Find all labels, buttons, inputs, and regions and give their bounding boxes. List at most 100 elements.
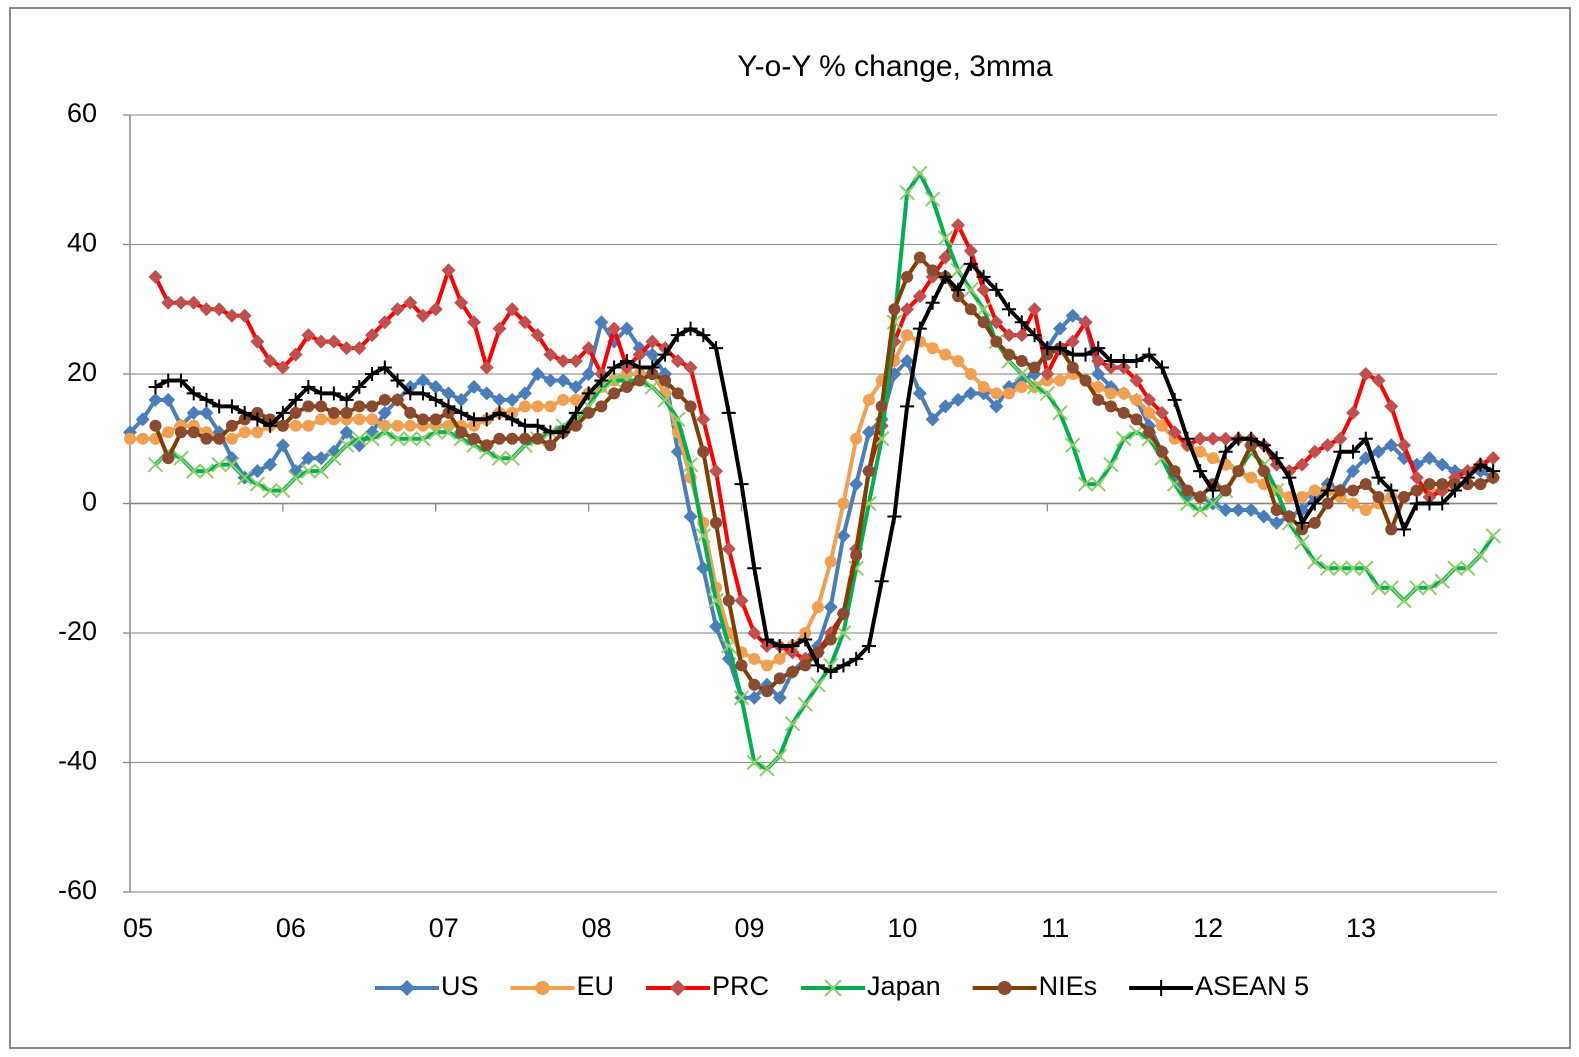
marker bbox=[454, 295, 469, 310]
marker bbox=[148, 379, 163, 394]
marker bbox=[1460, 470, 1475, 485]
marker bbox=[786, 665, 799, 678]
x-tick-label: 07 bbox=[429, 913, 459, 943]
marker bbox=[836, 658, 851, 673]
marker bbox=[556, 425, 571, 440]
marker bbox=[1332, 560, 1349, 576]
marker bbox=[1129, 354, 1144, 369]
marker bbox=[950, 262, 966, 279]
marker bbox=[835, 625, 852, 641]
marker bbox=[1371, 444, 1386, 459]
marker bbox=[1346, 444, 1361, 459]
marker bbox=[1205, 483, 1220, 498]
marker bbox=[531, 400, 544, 413]
marker bbox=[670, 328, 685, 343]
marker bbox=[1155, 445, 1168, 458]
marker bbox=[607, 321, 622, 336]
marker bbox=[428, 424, 444, 440]
marker bbox=[1346, 464, 1361, 479]
marker bbox=[1206, 452, 1219, 465]
marker bbox=[632, 347, 647, 362]
marker bbox=[697, 445, 710, 458]
marker bbox=[810, 677, 826, 693]
x-tick-label: 05 bbox=[123, 913, 153, 943]
marker bbox=[1065, 334, 1080, 349]
marker bbox=[1385, 523, 1398, 536]
marker bbox=[454, 405, 469, 420]
marker bbox=[124, 432, 136, 445]
y-tick-label: 40 bbox=[67, 228, 97, 258]
marker bbox=[236, 469, 253, 486]
marker bbox=[710, 516, 723, 529]
marker bbox=[351, 431, 368, 447]
marker bbox=[187, 426, 200, 439]
legend-label: US bbox=[441, 971, 479, 1001]
marker bbox=[1397, 522, 1411, 537]
marker bbox=[620, 380, 633, 393]
marker bbox=[1345, 560, 1361, 576]
marker bbox=[148, 392, 163, 407]
marker bbox=[1436, 478, 1449, 491]
marker bbox=[352, 341, 367, 356]
marker bbox=[466, 379, 481, 394]
marker bbox=[607, 360, 622, 375]
marker bbox=[149, 419, 162, 432]
marker bbox=[518, 432, 531, 445]
marker bbox=[353, 413, 366, 426]
marker bbox=[530, 367, 545, 381]
marker bbox=[135, 412, 150, 427]
marker bbox=[875, 400, 888, 413]
marker bbox=[1396, 438, 1411, 453]
marker bbox=[1014, 366, 1030, 382]
marker bbox=[377, 424, 393, 440]
marker bbox=[1091, 341, 1106, 356]
marker bbox=[925, 412, 940, 427]
marker bbox=[339, 392, 354, 407]
marker bbox=[1421, 579, 1438, 596]
y-tick-label: 0 bbox=[82, 487, 97, 517]
marker bbox=[198, 463, 215, 479]
marker bbox=[173, 295, 188, 310]
marker bbox=[429, 413, 442, 426]
marker bbox=[340, 406, 353, 419]
marker bbox=[1371, 373, 1386, 388]
marker bbox=[849, 651, 864, 666]
marker bbox=[721, 405, 736, 420]
marker bbox=[581, 341, 596, 356]
marker bbox=[288, 392, 303, 407]
marker bbox=[302, 419, 315, 432]
marker bbox=[1320, 438, 1335, 453]
marker bbox=[1256, 509, 1271, 524]
marker bbox=[1065, 308, 1080, 323]
chart-title: Y-o-Y % change, 3mma bbox=[737, 50, 1052, 83]
marker bbox=[378, 393, 391, 406]
marker bbox=[850, 432, 863, 445]
marker bbox=[1077, 476, 1094, 492]
marker bbox=[544, 439, 557, 452]
marker bbox=[721, 541, 736, 556]
marker bbox=[887, 509, 902, 524]
marker bbox=[977, 380, 990, 393]
marker bbox=[1384, 438, 1399, 453]
legend-label: Japan bbox=[867, 971, 941, 1001]
marker bbox=[314, 386, 329, 401]
marker bbox=[861, 638, 876, 653]
marker bbox=[1117, 387, 1130, 400]
marker bbox=[683, 360, 698, 375]
marker bbox=[760, 659, 773, 672]
marker bbox=[314, 451, 329, 466]
marker bbox=[162, 452, 175, 465]
marker bbox=[173, 373, 188, 388]
x-tick-label: 12 bbox=[1193, 913, 1223, 943]
marker bbox=[148, 269, 163, 284]
marker bbox=[174, 426, 187, 439]
marker bbox=[1065, 347, 1080, 362]
marker bbox=[391, 393, 404, 406]
marker bbox=[1027, 302, 1042, 317]
marker bbox=[517, 315, 532, 330]
marker bbox=[837, 607, 850, 620]
marker bbox=[1219, 484, 1232, 497]
marker bbox=[951, 218, 966, 233]
marker bbox=[645, 347, 660, 362]
marker bbox=[952, 355, 965, 368]
